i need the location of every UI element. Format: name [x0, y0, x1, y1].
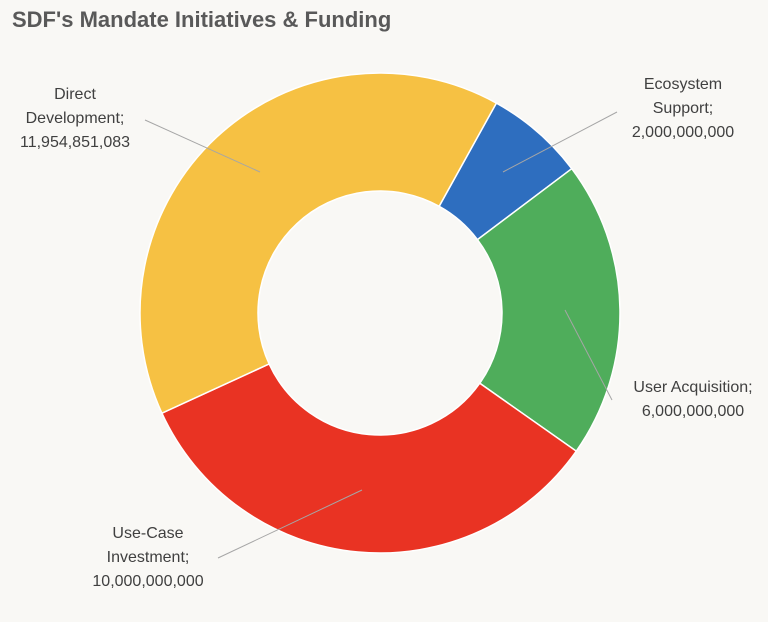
donut-slice [476, 167, 621, 453]
leader-line [217, 489, 363, 559]
leader-line [144, 119, 261, 173]
data-label-box: User Acquisition; 6,000,000,000 [608, 376, 768, 424]
category-name: Use-Case Investment [106, 525, 185, 566]
data-label-box: Direct Development; 11,954,851,083 [5, 83, 145, 155]
value-label: 2,000,000,000 [631, 124, 735, 141]
category-name: Ecosystem Support [643, 76, 723, 117]
value-label: 11,954,851,083 [19, 134, 131, 151]
data-label: Ecosystem Support; 2,000,000,000 [613, 73, 753, 145]
data-label-box: Use-Case Investment; 10,000,000,000 [78, 522, 218, 594]
data-label: Use-Case Investment; 10,000,000,000 [78, 522, 218, 594]
label-separator: ; [748, 379, 753, 396]
leader-line [502, 111, 618, 173]
category-name: Direct Development [25, 86, 120, 127]
data-label: User Acquisition;6,000,000,000 [608, 376, 768, 424]
donut-slice [139, 72, 498, 415]
category-name: User Acquisition [633, 379, 749, 396]
value-label: 10,000,000,000 [92, 573, 204, 590]
leader-line [564, 309, 613, 401]
donut-slice [160, 362, 578, 554]
label-separator: ; [708, 100, 714, 117]
data-label: Direct Development; 11,954,851,083 [5, 83, 145, 155]
chart-title: SDF's Mandate Initiatives & Funding [12, 7, 391, 32]
label-separator: ; [119, 110, 125, 127]
slices [139, 72, 621, 554]
labels: Ecosystem Support; 2,000,000,000 User Acqu… [5, 73, 768, 594]
data-label-box: Ecosystem Support; 2,000,000,000 [613, 73, 753, 145]
value-label: 6,000,000,000 [641, 403, 745, 420]
label-separator: ; [184, 549, 190, 566]
